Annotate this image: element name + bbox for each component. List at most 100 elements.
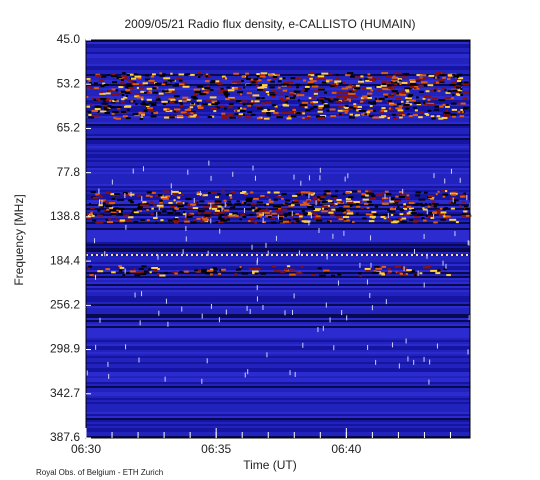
texture-spot xyxy=(227,214,235,217)
texture-spot xyxy=(439,207,443,210)
texture-dash xyxy=(442,260,444,266)
texture-row xyxy=(86,252,470,254)
texture-spot xyxy=(115,117,121,120)
texture-spot xyxy=(96,98,101,101)
texture-spot xyxy=(153,217,158,220)
texture-spot xyxy=(428,74,435,77)
texture-spot xyxy=(140,103,144,106)
texture-spot xyxy=(390,213,394,216)
texture-spot xyxy=(326,190,329,193)
texture-spot xyxy=(438,214,442,217)
texture-dash xyxy=(130,191,132,197)
texture-spot xyxy=(387,208,390,211)
texture-spot xyxy=(248,220,251,223)
texture-spot xyxy=(344,111,348,114)
texture-spot xyxy=(399,218,403,221)
texture-row xyxy=(86,144,470,146)
texture-row xyxy=(86,90,470,92)
texture-dash xyxy=(107,361,109,367)
texture-row xyxy=(86,56,470,58)
texture-spot xyxy=(294,90,301,93)
texture-spot xyxy=(349,86,355,89)
texture-spot xyxy=(368,101,373,104)
texture-dash xyxy=(322,325,324,331)
texture-dash xyxy=(244,372,246,378)
texture-spot xyxy=(353,201,360,204)
texture-row xyxy=(86,108,470,110)
texture-spot xyxy=(122,77,127,80)
texture-spot xyxy=(416,202,423,205)
texture-spot xyxy=(214,212,219,215)
texture-row xyxy=(86,326,470,328)
texture-spot xyxy=(177,202,183,205)
texture-spot xyxy=(452,73,456,76)
texture-spot xyxy=(238,113,244,116)
texture-dash xyxy=(218,317,220,323)
texture-spot xyxy=(273,191,280,194)
texture-spot xyxy=(218,86,221,89)
texture-row xyxy=(86,386,470,388)
texture-dash xyxy=(277,214,279,220)
texture-dot xyxy=(456,254,458,256)
texture-spot xyxy=(192,207,199,210)
texture-spot xyxy=(385,75,392,78)
x-tick-label: 06:35 xyxy=(201,442,231,456)
texture-spot xyxy=(181,193,184,196)
texture-spot xyxy=(266,114,272,117)
texture-spot xyxy=(442,193,449,196)
texture-spot xyxy=(219,269,222,272)
texture-spot xyxy=(323,105,330,108)
y-tick-label: 256.2 xyxy=(50,298,80,312)
texture-spot xyxy=(307,211,313,214)
texture-spot xyxy=(445,105,450,108)
texture-spot xyxy=(210,80,216,83)
texture-dash xyxy=(445,263,447,269)
texture-spot xyxy=(445,109,449,112)
texture-spot xyxy=(139,86,145,89)
texture-spot xyxy=(336,95,343,98)
texture-row xyxy=(86,266,470,268)
texture-spot xyxy=(406,212,412,215)
texture-spot xyxy=(433,89,437,92)
texture-dash xyxy=(95,344,97,350)
texture-spot xyxy=(224,107,227,110)
texture-spot xyxy=(261,212,264,215)
texture-spot xyxy=(427,195,434,198)
texture-spot xyxy=(153,269,158,272)
texture-spot xyxy=(252,272,255,275)
texture-spot xyxy=(366,200,372,203)
texture-spot xyxy=(435,272,441,275)
texture-spot xyxy=(427,103,434,106)
texture-spot xyxy=(180,102,184,105)
texture-dot xyxy=(336,254,338,256)
texture-spot xyxy=(356,203,359,206)
texture-spot xyxy=(449,83,456,86)
texture-spot xyxy=(433,82,437,85)
texture-spot xyxy=(451,108,458,111)
texture-spot xyxy=(413,220,419,223)
texture-spot xyxy=(348,116,356,119)
texture-spot xyxy=(200,270,207,273)
texture-spot xyxy=(220,89,227,92)
texture-spot xyxy=(351,220,355,223)
texture-spot xyxy=(461,212,465,215)
texture-spot xyxy=(405,90,410,93)
texture-spot xyxy=(213,110,217,113)
texture-spot xyxy=(88,79,91,82)
texture-dash xyxy=(111,179,113,185)
texture-spot xyxy=(150,195,153,198)
texture-spot xyxy=(368,203,374,206)
texture-row xyxy=(86,98,470,100)
texture-spot xyxy=(240,93,243,96)
texture-dot xyxy=(206,254,208,256)
texture-row xyxy=(86,428,470,430)
texture-spot xyxy=(202,206,210,209)
texture-dash xyxy=(298,250,300,256)
texture-spot xyxy=(363,99,367,102)
texture-spot xyxy=(346,200,353,203)
texture-dash xyxy=(468,240,470,246)
x-tick-label: 06:40 xyxy=(331,442,361,456)
texture-spot xyxy=(425,113,430,116)
texture-spot xyxy=(411,85,418,88)
texture-dot xyxy=(251,254,253,256)
